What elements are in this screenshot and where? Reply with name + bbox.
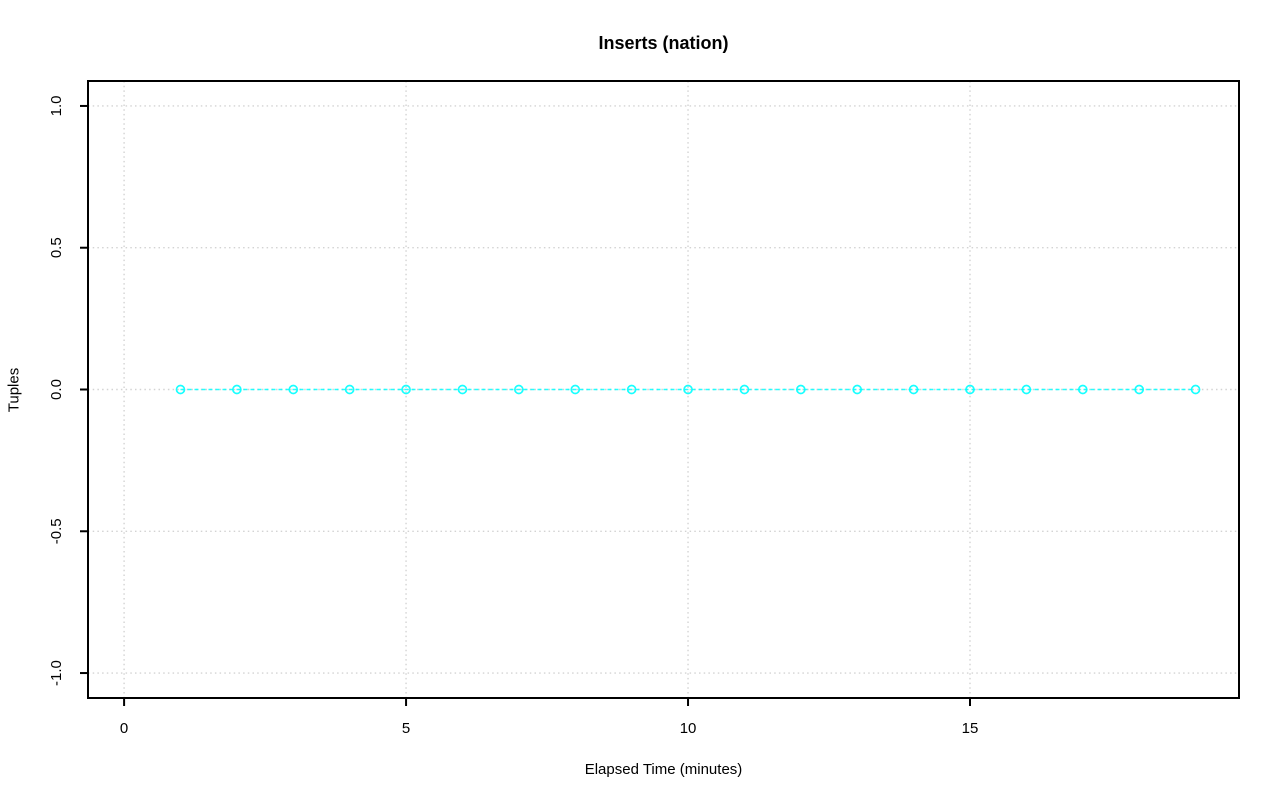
- data-point: [570, 384, 581, 395]
- y-tick-label: 0.0: [48, 379, 65, 400]
- data-point: [457, 384, 468, 395]
- data-point: [344, 384, 355, 395]
- data-point: [1021, 384, 1032, 395]
- x-axis-label: Elapsed Time (minutes): [584, 761, 743, 778]
- data-point: [232, 384, 242, 395]
- data-point: [908, 384, 919, 395]
- data-point: [965, 384, 975, 395]
- data-point: [1190, 384, 1201, 395]
- data-point: [288, 384, 299, 395]
- data-point: [739, 384, 750, 395]
- data-point: [852, 384, 863, 395]
- data-point: [795, 384, 806, 395]
- y-tick-label: 0.5: [48, 237, 65, 258]
- x-tick-label: 10: [680, 720, 697, 737]
- data-point: [626, 384, 637, 395]
- y-tick-label: -0.5: [48, 518, 65, 544]
- x-tick-label: 5: [402, 720, 410, 737]
- y-tick-label: -1.0: [48, 660, 65, 686]
- data-point: [1134, 384, 1145, 395]
- chart-title: Inserts (nation): [598, 33, 729, 53]
- data-point: [513, 384, 524, 395]
- x-tick-label: 0: [120, 720, 128, 737]
- data-point: [401, 384, 411, 395]
- y-tick-label: 1.0: [48, 96, 65, 117]
- x-tick-label: 15: [962, 720, 979, 737]
- data-point: [683, 384, 693, 395]
- data-point: [175, 384, 186, 395]
- data-point: [1077, 384, 1088, 395]
